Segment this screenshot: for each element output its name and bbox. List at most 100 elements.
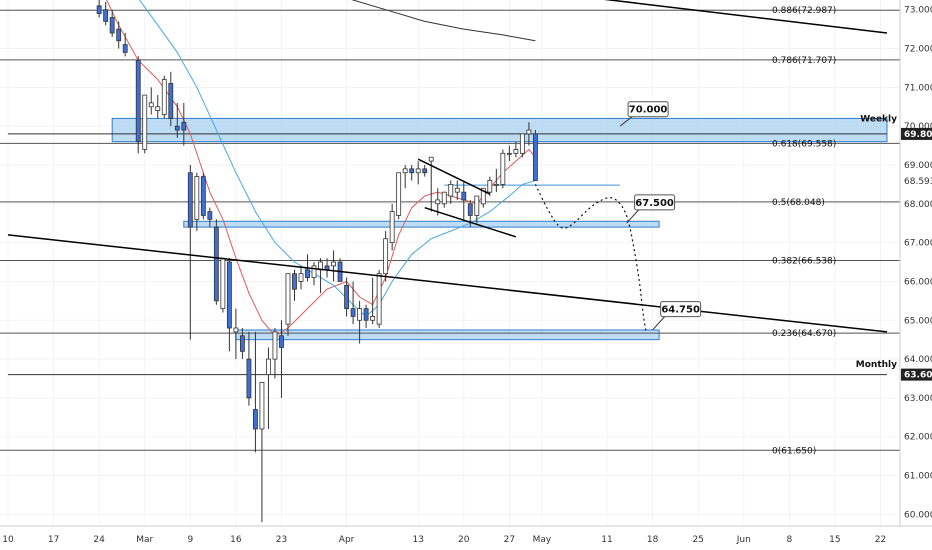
candle[interactable] <box>213 219 219 305</box>
candle[interactable] <box>461 180 467 220</box>
candle[interactable] <box>331 250 336 282</box>
candle[interactable] <box>506 145 512 162</box>
candle[interactable] <box>350 281 356 325</box>
candle[interactable] <box>181 102 187 146</box>
callout-label: 64.750 <box>661 305 700 316</box>
candle[interactable] <box>513 141 519 158</box>
candle-body <box>298 273 304 282</box>
candle-body <box>357 308 363 321</box>
callout-pointer <box>626 209 639 224</box>
candle[interactable] <box>122 32 128 57</box>
candle-body <box>161 79 167 115</box>
mid-zone[interactable] <box>183 220 660 228</box>
candle[interactable] <box>239 328 245 360</box>
candle[interactable] <box>435 188 441 216</box>
weekly-zone[interactable] <box>111 117 888 143</box>
candle[interactable] <box>233 308 239 360</box>
candle[interactable] <box>266 347 271 429</box>
price-badge[interactable]: 63.600 <box>901 368 932 381</box>
candle[interactable] <box>272 328 278 379</box>
callout-pointer <box>652 316 666 331</box>
candle-body <box>500 152 506 185</box>
candle[interactable] <box>376 269 382 329</box>
candle[interactable] <box>226 258 232 352</box>
candle[interactable] <box>103 1 109 26</box>
candle[interactable] <box>500 149 506 189</box>
candle[interactable] <box>389 203 395 251</box>
candle[interactable] <box>454 180 460 200</box>
candle[interactable] <box>135 56 141 154</box>
x-tick-label: 22 <box>875 535 886 545</box>
candle[interactable] <box>402 164 408 189</box>
candle[interactable] <box>292 269 297 301</box>
price-badge-label: 63.600 <box>904 371 932 381</box>
candle[interactable] <box>337 258 343 282</box>
candle[interactable] <box>200 172 206 220</box>
candle[interactable] <box>474 195 480 224</box>
candle[interactable] <box>344 277 349 317</box>
trendline[interactable] <box>7 234 888 333</box>
candle-body <box>480 187 486 205</box>
candle[interactable] <box>370 277 376 325</box>
candle[interactable] <box>519 133 525 158</box>
candle[interactable] <box>207 207 213 228</box>
candle[interactable] <box>155 95 161 119</box>
candle[interactable] <box>246 331 252 406</box>
candle[interactable] <box>532 130 538 181</box>
zones-layer <box>111 117 888 341</box>
candle-body <box>239 335 245 352</box>
candle[interactable] <box>357 300 363 344</box>
candle[interactable] <box>298 265 304 290</box>
candle[interactable] <box>441 191 447 208</box>
candle[interactable] <box>253 331 258 453</box>
candle[interactable] <box>174 102 180 138</box>
projection-path[interactable] <box>534 184 647 334</box>
trendline[interactable] <box>594 0 888 34</box>
candle-body <box>311 265 317 278</box>
candle[interactable] <box>448 180 454 204</box>
x-axis-panel[interactable] <box>0 526 932 550</box>
x-tick-labels: 10 17 24 Mar 9 16 23 Apr 13 20 27 May 11 18 25 Jun 8 15 22 <box>2 535 886 545</box>
x-tick-label: 18 <box>647 535 659 545</box>
x-tick-label: 10 <box>2 535 14 545</box>
candle[interactable] <box>396 172 402 220</box>
callout-64-75[interactable]: 64.750 <box>652 301 702 331</box>
candle[interactable] <box>493 168 499 193</box>
candle[interactable] <box>259 381 265 523</box>
candle[interactable] <box>363 304 369 329</box>
candle[interactable] <box>194 172 200 231</box>
trendline[interactable] <box>417 158 491 195</box>
y-axis-panel[interactable] <box>900 0 932 526</box>
price-badge[interactable]: 69.800 <box>901 127 932 140</box>
candle[interactable] <box>279 320 284 398</box>
candle[interactable] <box>285 273 291 336</box>
candle[interactable] <box>148 87 154 115</box>
candle[interactable] <box>109 9 115 37</box>
candle[interactable] <box>311 262 317 286</box>
candle[interactable] <box>409 164 415 181</box>
candle[interactable] <box>187 164 193 340</box>
y-tick-label: 71.000 <box>904 83 932 93</box>
x-tick-label: 17 <box>48 535 59 545</box>
candle[interactable] <box>168 71 174 127</box>
callout-67-5[interactable]: 67.500 <box>626 194 676 224</box>
trendline[interactable] <box>424 206 517 238</box>
candle[interactable] <box>116 21 122 49</box>
candle[interactable] <box>142 94 148 154</box>
price-badge[interactable]: 68.593 <box>904 177 932 187</box>
candle[interactable] <box>422 164 428 177</box>
candle[interactable] <box>383 230 389 282</box>
candle[interactable] <box>526 122 532 146</box>
low-zone[interactable] <box>235 329 660 341</box>
candle-body <box>226 261 232 329</box>
y-tick-label: 62.000 <box>904 433 932 443</box>
candle[interactable] <box>96 0 102 18</box>
candle[interactable] <box>415 161 421 185</box>
candle-body <box>422 168 428 174</box>
callout-70[interactable]: 70.000 <box>619 101 669 127</box>
candle[interactable] <box>487 176 493 197</box>
candle[interactable] <box>161 75 167 119</box>
candle[interactable] <box>220 257 226 313</box>
